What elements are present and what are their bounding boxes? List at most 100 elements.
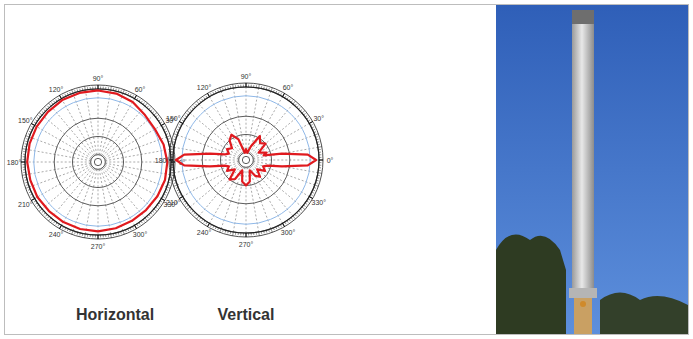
minor-tick [23,154,25,155]
minor-tick [253,233,254,235]
minor-tick [187,114,189,116]
minor-tick [222,88,224,90]
spoke [251,166,293,216]
minor-tick [171,154,173,155]
minor-tick [44,110,46,112]
minor-tick [183,118,185,119]
antenna [572,22,594,290]
angle-label: 120° [197,84,212,91]
spoke [99,90,110,155]
minor-tick [171,169,173,170]
ring [25,89,171,235]
minor-tick [313,190,315,191]
spoke [35,166,92,199]
spoke [104,166,161,199]
minor-tick [211,93,212,95]
minor-tick [145,218,148,221]
minor-tick [278,92,279,94]
minor-tick [287,221,288,223]
minor-tick [42,111,44,113]
minor-tick [179,194,181,195]
spoke [102,168,135,225]
ring [54,118,142,206]
spoke [105,163,170,174]
angle-label: 180° [7,159,22,166]
minor-tick [147,216,149,218]
minor-tick [108,87,109,89]
angle-tick [135,225,137,228]
minor-tick [310,125,312,126]
minor-tick [319,167,321,168]
minor-tick [42,211,44,213]
minor-tick [87,87,88,89]
spoke [26,163,91,174]
minor-tick [190,109,192,111]
minor-tick [139,223,140,225]
mast [574,298,592,334]
angle-label: 270° [239,241,254,248]
trees [496,234,566,334]
spoke [253,160,319,161]
minor-tick [110,86,112,90]
minor-tick [317,141,319,143]
minor-tick [310,194,312,195]
minor-tick [130,94,131,96]
minor-tick [173,177,175,179]
angle-label: 270° [91,243,106,250]
minor-tick [305,203,307,204]
minor-tick [21,162,25,163]
minor-tick [49,103,52,106]
minor-tick [317,177,319,179]
minor-tick [160,122,162,123]
minor-tick [120,90,122,92]
minor-tick [110,234,112,238]
minor-tick [24,177,26,179]
minor-tick [197,101,200,104]
minor-tick [280,93,281,95]
minor-tick [167,184,169,186]
angle-label: 90° [241,73,252,80]
minor-tick [25,179,27,181]
minor-tick [287,97,288,99]
ring [34,98,162,226]
minor-tick [166,133,168,135]
minor-tick [23,164,25,165]
minor-tick [171,157,173,158]
spoke [62,168,95,225]
minor-tick [60,225,62,228]
minor-tick [168,141,170,143]
minor-tick [46,215,48,217]
minor-tick [295,104,297,106]
angle-label: 300° [133,231,148,238]
minor-tick [240,233,241,235]
angle-label: 0° [327,157,334,164]
minor-tick [159,203,161,204]
minor-tick [177,129,179,130]
minor-tick [187,111,190,114]
ring [239,153,254,168]
minor-tick [173,180,175,182]
minor-tick [227,231,229,233]
minor-tick [302,111,305,114]
minor-tick [147,106,149,108]
angle-tick [98,85,99,89]
minor-tick [174,185,178,186]
angle-label: 90° [93,75,104,82]
ring [182,96,310,224]
spoke [173,160,239,161]
minor-tick [165,131,167,132]
minor-tick [202,99,203,101]
spoke [85,90,96,155]
ring [91,155,106,170]
angle-tick [60,225,62,228]
minor-tick [123,90,124,94]
minor-tick [195,214,197,216]
angle-label: 300° [281,229,296,236]
minor-tick [56,99,57,101]
pattern-line [27,90,167,231]
minor-tick [60,95,62,98]
minor-tick [54,221,55,223]
minor-tick [37,205,39,206]
minor-tick [304,205,306,207]
minor-tick [31,127,33,128]
